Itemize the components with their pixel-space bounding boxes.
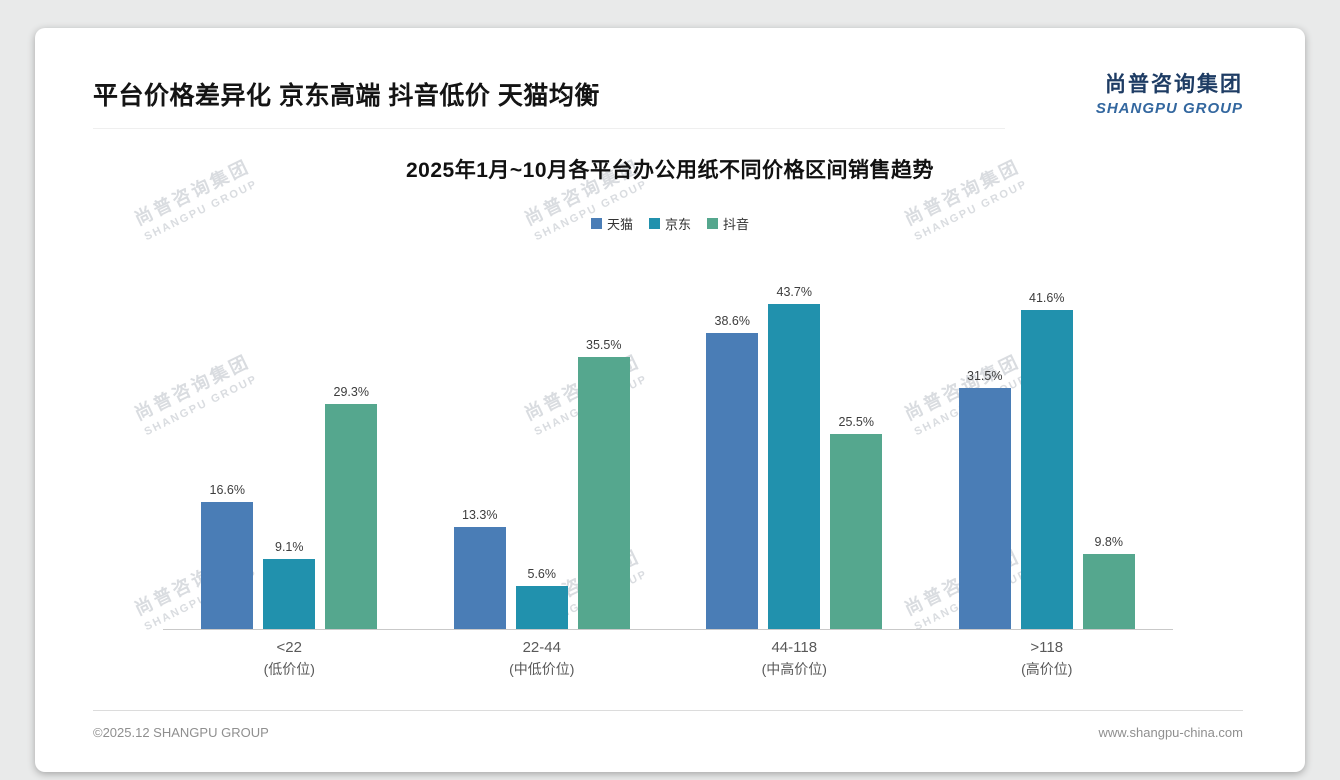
bar-value-label: 25.5% (838, 414, 874, 429)
bar-value-label: 31.5% (967, 368, 1003, 383)
bar-抖音 (1082, 553, 1135, 629)
legend-item: 天猫 (590, 214, 633, 233)
bar-京东 (515, 586, 568, 629)
bar-京东 (263, 559, 316, 629)
bar-chart-plot: 16.6% 9.1% 29.3% 13.3% 5.6% 35.5% 38.6% 43.7% 25… (163, 285, 1173, 630)
bar-天猫 (201, 501, 254, 629)
logo-text-en: SHANGPU GROUP (1095, 100, 1243, 117)
legend-label: 天猫 (606, 217, 633, 232)
bar-column: 9.8% (1082, 285, 1135, 629)
x-axis-labels: <22 (低价位) 22-44 (中低价位) 44-118 (中高价位) >118 (高价位) (163, 639, 1173, 679)
legend-label: 抖音 (723, 217, 750, 232)
bar-天猫 (453, 527, 506, 629)
bar-抖音 (577, 356, 630, 629)
bar-column: 35.5% (577, 285, 630, 629)
bar-column: 13.3% (453, 285, 506, 629)
bar-京东 (1020, 310, 1073, 629)
company-logo: 尚普咨询集团 SHANGPU GROUP (1096, 68, 1243, 117)
page-title: 平台价格差异化 京东高端 抖音低价 天猫均衡 (93, 82, 600, 110)
bar-group: 13.3% 5.6% 35.5% (416, 285, 669, 629)
chart-title: 2025年1月~10月各平台办公用纸不同价格区间销售趋势 (405, 159, 935, 182)
legend-swatch (648, 218, 660, 229)
bar-value-label: 5.6% (527, 567, 557, 582)
copyright-text: ©2025.12 SHANGPU GROUP (93, 725, 269, 740)
bar-天猫 (706, 333, 759, 629)
bar-group: 31.5% 41.6% 9.8% (921, 285, 1174, 629)
slide-header: 平台价格差异化 京东高端 抖音低价 天猫均衡 (93, 76, 1005, 129)
bar-column: 43.7% (768, 285, 821, 629)
bar-value-label: 9.8% (1094, 534, 1124, 549)
bar-column: 16.6% (201, 285, 254, 629)
bar-value-label: 41.6% (1029, 291, 1065, 306)
slide-footer: ©2025.12 SHANGPU GROUP www.shangpu-china… (93, 710, 1243, 740)
bar-抖音 (830, 433, 883, 629)
category-label: >118 (高价位) (1021, 639, 1073, 677)
bar-group: 16.6% 9.1% 29.3% (163, 285, 416, 629)
bar-京东 (768, 304, 821, 629)
logo-text-cn: 尚普咨询集团 (1105, 73, 1243, 96)
legend-item: 抖音 (707, 214, 749, 233)
bar-column: 41.6% (1020, 285, 1073, 629)
bar-抖音 (325, 404, 378, 629)
bar-column: 9.1% (263, 285, 316, 629)
bar-value-label: 16.6% (209, 482, 245, 497)
bar-value-label: 29.3% (333, 385, 369, 400)
bar-value-label: 13.3% (462, 508, 498, 522)
bar-column: 29.3% (325, 285, 378, 629)
chart-legend: 天猫 京东 抖音 (35, 214, 1305, 233)
bar-天猫 (958, 387, 1011, 629)
bar-column: 38.6% (706, 285, 759, 629)
bar-value-label: 35.5% (586, 337, 622, 352)
bar-group: 38.6% 43.7% 25.5% (668, 285, 921, 629)
bar-value-label: 38.6% (714, 314, 750, 329)
legend-item: 京东 (648, 214, 691, 233)
category-label: 22-44 (中低价位) (509, 639, 575, 677)
bar-value-label: 43.7% (776, 285, 812, 299)
bar-column: 5.6% (515, 285, 568, 629)
bar-column: 25.5% (830, 285, 883, 629)
website-text: www.shangpu-china.com (1098, 725, 1243, 740)
legend-swatch (590, 218, 602, 229)
slide-card: 尚普咨询集团 SHANGPU GROUP 尚普咨询集团 SHANGPU GROUP 尚普… (35, 28, 1305, 772)
bar-column: 31.5% (958, 285, 1011, 629)
legend-label: 京东 (664, 217, 691, 232)
bar-value-label: 9.1% (275, 540, 304, 555)
category-label: 44-118 (中高价位) (761, 639, 827, 677)
legend-swatch (707, 218, 718, 229)
category-label: <22 (低价位) (263, 639, 315, 677)
